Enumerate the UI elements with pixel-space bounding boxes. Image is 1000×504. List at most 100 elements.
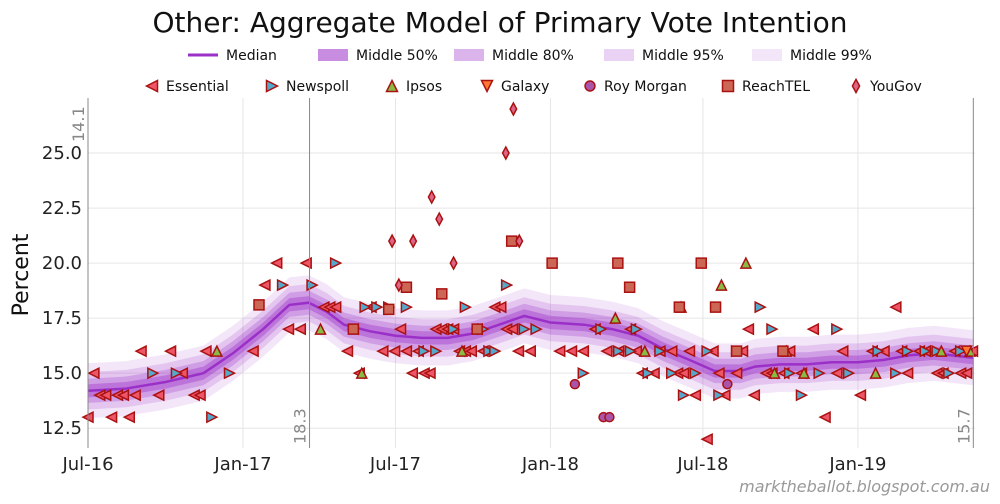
poll-point	[673, 301, 686, 313]
plot-grid	[87, 98, 975, 448]
poll-point	[152, 388, 165, 402]
poll-point	[890, 366, 903, 380]
poll-point	[709, 301, 722, 313]
poll-point	[665, 344, 678, 358]
poll-point	[505, 235, 518, 247]
poll-point	[430, 344, 443, 358]
poll-point	[713, 388, 726, 402]
poll-point	[546, 257, 558, 269]
poll-point	[935, 344, 948, 357]
poll-point	[122, 410, 136, 424]
legend-item-median: Median	[188, 48, 277, 64]
poll-point	[483, 344, 496, 358]
legend-label: Ipsos	[406, 79, 442, 95]
poll-point	[604, 411, 615, 423]
legend-item-b80: Middle 80%	[454, 48, 574, 64]
legend-band-swatch	[318, 49, 348, 61]
poll-point	[624, 344, 638, 358]
poll-point	[436, 288, 448, 300]
poll-point	[359, 300, 372, 314]
poll-point	[523, 344, 536, 358]
poll-point	[682, 344, 696, 358]
poll-point	[712, 366, 725, 380]
poll-point	[666, 366, 679, 380]
poll-point	[600, 344, 613, 358]
poll-point	[293, 322, 307, 336]
poll-point	[595, 322, 608, 336]
poll-point	[253, 299, 265, 311]
y-axis: 12.5 15.0 17.5 20.0 22.5 25.0	[42, 143, 82, 439]
poll-point	[281, 322, 295, 336]
poll-point	[783, 366, 797, 380]
x-tick-label: Jan-18	[521, 454, 579, 475]
legend-band-swatch	[752, 49, 782, 61]
legend-label: Roy Morgan	[604, 79, 687, 95]
poll-point	[701, 344, 714, 358]
x-tick-label: Jan-19	[828, 454, 886, 475]
poll-point	[163, 344, 177, 358]
poll-point	[806, 322, 820, 336]
poll-point	[500, 278, 514, 292]
legend-label: Median	[226, 48, 277, 64]
x-tick-label: Jan-17	[213, 454, 271, 475]
annotation-label: 14.1	[69, 106, 88, 142]
legend-label: YouGov	[869, 79, 922, 95]
poll-point	[889, 300, 902, 314]
poll-point	[449, 255, 458, 271]
legend-marker	[851, 77, 861, 95]
poll-point	[270, 256, 283, 270]
poll-point	[747, 388, 761, 402]
plot-annotations: 14.1 18.3 15.7	[69, 98, 974, 448]
y-tick-label: 20.0	[42, 253, 82, 274]
poll-point	[818, 410, 831, 424]
poll-point	[116, 388, 130, 402]
legend-item-newspoll: Newspoll	[265, 79, 349, 95]
band-b80	[88, 290, 974, 403]
poll-point	[900, 366, 914, 380]
legend-marker	[721, 79, 735, 93]
legend-label: Essential	[166, 79, 229, 95]
poll-point	[246, 344, 259, 358]
plot-bands	[88, 275, 974, 419]
legend-item-essential: Essential	[144, 79, 229, 95]
poll-point	[853, 388, 867, 402]
poll-point	[147, 366, 160, 380]
poll-point	[427, 189, 436, 205]
poll-point	[405, 366, 419, 380]
poll-point	[777, 345, 789, 357]
poll-point	[654, 344, 667, 358]
poll-point	[609, 311, 622, 324]
poll-point	[471, 323, 483, 335]
poll-point	[553, 344, 566, 358]
poll-point	[447, 322, 461, 336]
series-galaxy	[960, 345, 973, 358]
legend-label: Newspoll	[286, 79, 349, 95]
legend-item-ipsos: Ipsos	[385, 78, 442, 95]
poll-point	[509, 101, 518, 117]
poll-point	[754, 300, 767, 314]
poll-point	[954, 344, 968, 358]
poll-point	[193, 388, 206, 402]
poll-point	[104, 410, 118, 424]
poll-point	[722, 378, 733, 390]
poll-point	[797, 366, 811, 379]
legend-marker	[385, 78, 399, 93]
poll-point	[677, 388, 691, 402]
poll-point	[435, 211, 444, 227]
poll-point	[206, 410, 219, 424]
x-tick-label: Jul-16	[61, 454, 113, 475]
poll-point	[564, 344, 578, 358]
plot-median	[87, 301, 974, 393]
legend-item-b50: Middle 50%	[318, 48, 438, 64]
poll-point	[729, 366, 743, 380]
legend-item-roy-morgan: Roy Morgan	[584, 79, 687, 95]
poll-point	[423, 366, 436, 380]
poll-point	[730, 345, 743, 357]
poll-point	[518, 322, 532, 336]
poll-point	[489, 344, 502, 358]
poll-point	[501, 145, 510, 161]
poll-point	[199, 344, 212, 358]
poll-point	[340, 344, 354, 358]
legend-polls: Essential Newspoll Ipsos Galaxy Roy Morgan Re…	[144, 77, 922, 95]
